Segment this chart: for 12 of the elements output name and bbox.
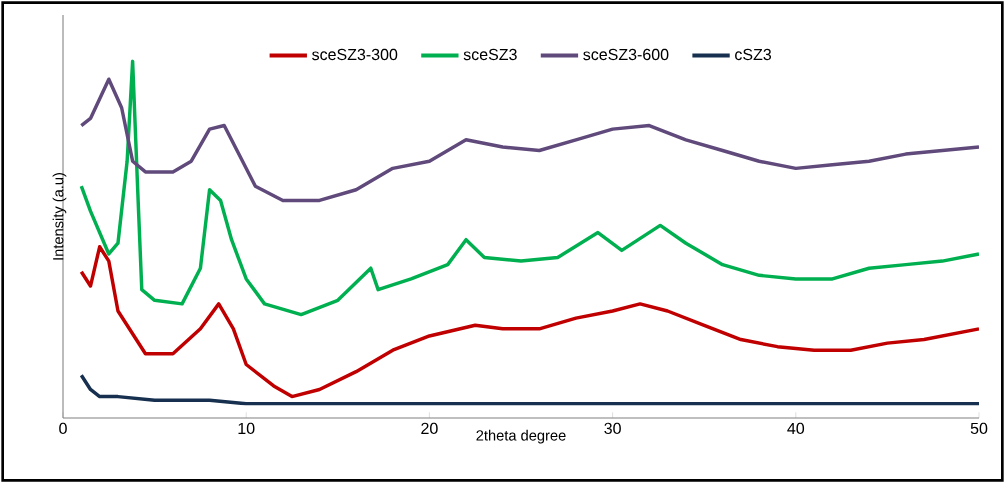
x-tick-label: 20 [421,422,438,435]
x-tick-label: 50 [970,422,988,435]
legend-label: sceSZ3-600 [583,48,669,61]
x-tick-label: 10 [238,422,255,435]
x-tick-label: 40 [787,422,805,435]
legend-label: sceSZ3-300 [312,48,398,61]
legend-label: cSZ3 [735,48,772,61]
y-axis-title: Intensity (a.u) [52,173,67,260]
legend-label: sceSZ3 [463,48,517,61]
x-tick-label: 30 [604,422,621,435]
x-tick-label: 0 [59,422,67,435]
x-axis-title: 2theta degree [476,429,566,444]
